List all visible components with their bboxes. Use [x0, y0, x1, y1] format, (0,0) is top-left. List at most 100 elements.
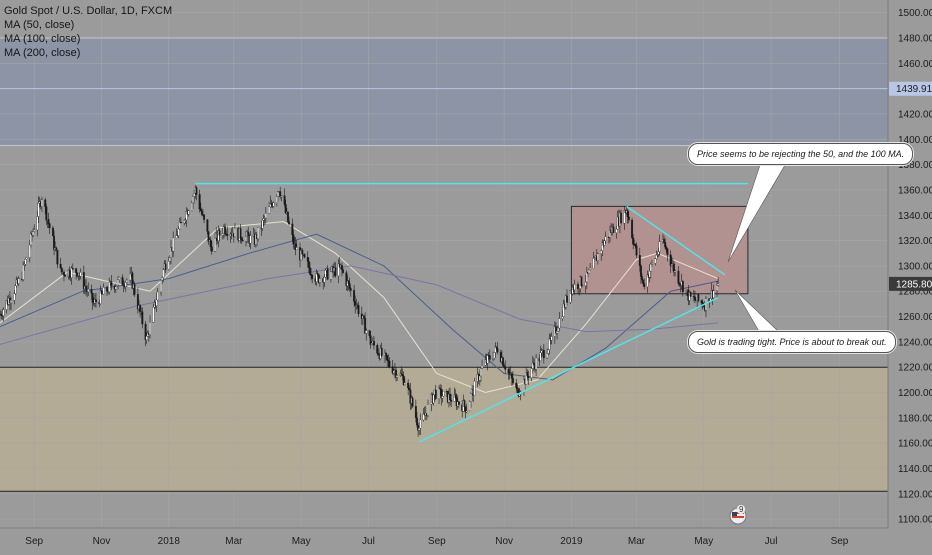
candle-body — [145, 336, 148, 340]
candle-body — [555, 326, 557, 334]
candle-body — [386, 355, 389, 360]
candle-body — [17, 278, 20, 284]
candle-body — [347, 280, 350, 284]
candle-body — [310, 274, 313, 276]
legend-ma200[interactable]: MA (200, close) — [4, 47, 81, 59]
candle-body — [557, 327, 560, 332]
candle-body — [539, 352, 542, 361]
candle-body — [656, 254, 659, 256]
candle-body — [365, 330, 368, 334]
candle-body — [527, 375, 530, 379]
candle-body — [585, 272, 588, 283]
candle-body — [300, 250, 303, 261]
candle-body — [603, 240, 606, 246]
candle-body — [200, 210, 203, 215]
economic-events-badge[interactable]: 9 — [728, 505, 748, 525]
candle-body — [0, 313, 3, 316]
candle-body — [417, 424, 420, 431]
candle-body — [453, 394, 456, 402]
candle-body — [395, 369, 397, 378]
candle-body — [638, 255, 641, 266]
legend-ma50[interactable]: MA (50, close) — [4, 19, 75, 31]
candle-body — [664, 242, 667, 248]
candle-body — [525, 372, 528, 385]
candle-body — [578, 288, 581, 290]
candle-body — [203, 214, 206, 220]
candle-body — [261, 220, 264, 229]
x-tick-label: May — [292, 536, 311, 547]
candle-body — [47, 219, 50, 224]
candle-body — [264, 213, 267, 219]
candle-body — [692, 296, 695, 298]
candle-body — [450, 399, 453, 402]
trend-line-2 — [626, 205, 726, 276]
candle-body — [91, 293, 94, 303]
candle-body — [10, 300, 12, 304]
candle-body — [315, 273, 318, 282]
candle-body — [139, 305, 142, 313]
candle-body — [717, 283, 720, 286]
candle-body — [442, 391, 445, 397]
candle-body — [573, 284, 576, 291]
candle-body — [141, 311, 144, 325]
annotation-ma-rejection[interactable]: Price seems to be rejecting the 50, and … — [688, 143, 914, 165]
candle-body — [439, 387, 442, 390]
y-tick-label: 1500.00 — [898, 8, 932, 19]
candle-body — [306, 257, 309, 262]
candle-body — [516, 387, 519, 390]
candle-body — [438, 387, 440, 399]
candle-body — [609, 230, 611, 238]
candle-body — [400, 373, 403, 375]
candle-body — [499, 352, 502, 362]
candle-body — [55, 247, 58, 251]
candle-body — [337, 263, 340, 276]
candle-body — [70, 268, 73, 278]
candle-body — [669, 254, 672, 266]
candle-body — [654, 258, 657, 264]
candle-body — [396, 375, 399, 378]
candle-body — [198, 194, 201, 210]
candle-body — [241, 240, 244, 242]
candle-body — [64, 275, 67, 277]
annotation-breakout[interactable]: Gold is trading tight. Price is about to… — [688, 331, 896, 353]
candle-body — [380, 347, 383, 356]
candle-body — [341, 265, 343, 271]
candle-body — [309, 267, 311, 275]
y-tick-label: 1120.00 — [898, 489, 932, 500]
candle-body — [663, 239, 666, 243]
candle-body — [673, 263, 675, 273]
candle-body — [294, 243, 297, 250]
candle-body — [697, 294, 700, 301]
candle-body — [190, 202, 193, 211]
candle-body — [209, 239, 212, 248]
candle-body — [486, 355, 489, 364]
candle-body — [427, 404, 429, 416]
candle-body — [44, 199, 47, 207]
candle-body — [357, 305, 360, 315]
candle-body — [440, 389, 443, 399]
candle-body — [160, 279, 163, 293]
x-tick-label: Sep — [25, 536, 43, 547]
candle-body — [284, 204, 287, 214]
candle-body — [515, 382, 518, 388]
candle-body — [354, 301, 357, 307]
candle-body — [292, 234, 295, 245]
y-tick-label: 1360.00 — [898, 185, 932, 196]
candle-body — [678, 283, 681, 285]
legend-ma100[interactable]: MA (100, close) — [4, 33, 81, 45]
candle-body — [562, 303, 565, 317]
candle-body — [441, 396, 444, 399]
candle-body — [402, 375, 405, 385]
candle-body — [40, 199, 43, 207]
candle-body — [422, 413, 425, 421]
candle-body — [326, 268, 329, 280]
candle-body — [102, 287, 105, 295]
candle-body — [95, 299, 97, 303]
candle-body — [175, 235, 178, 239]
candle-body — [311, 275, 314, 279]
candle-body — [700, 300, 703, 303]
candle-body — [324, 269, 327, 278]
candle-body — [504, 366, 507, 370]
